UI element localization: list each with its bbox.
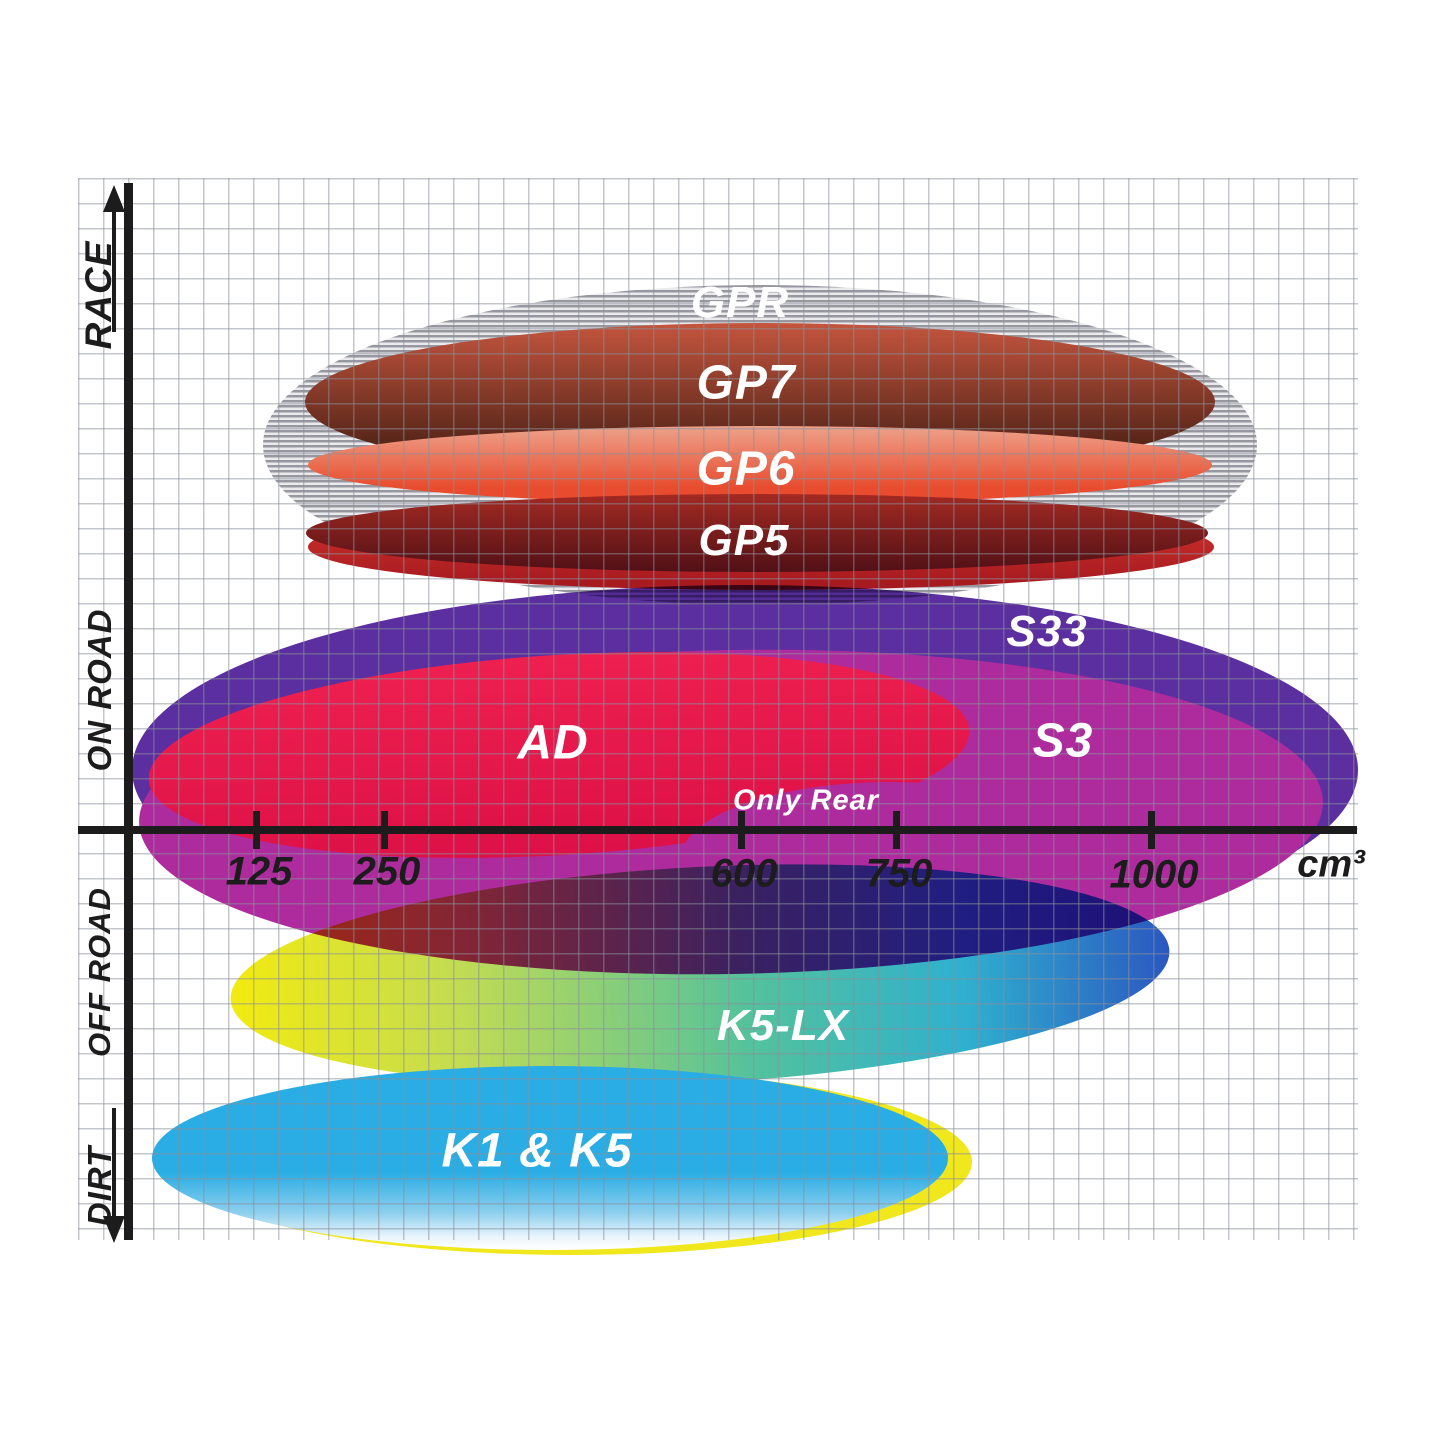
zone-label-dirt: DIRT — [81, 1145, 118, 1227]
x-axis-unit-label: cm³ — [1297, 843, 1365, 886]
y-axis-line — [124, 183, 133, 1240]
x-tick-label-1000: 1000 — [1109, 852, 1199, 897]
x-tick-750 — [893, 811, 900, 849]
label-gpr: GPR — [690, 278, 790, 327]
label-ad: AD — [517, 716, 589, 770]
label-s33: S33 — [1006, 607, 1088, 656]
zone-label-on-road: ON ROAD — [81, 608, 118, 772]
x-tick-250 — [381, 811, 388, 849]
x-axis-line — [78, 826, 1357, 834]
x-tick-125 — [253, 811, 260, 849]
label-only-rear: Only Rear — [733, 784, 879, 817]
dirt-arrow-down-icon — [103, 1216, 125, 1243]
race-arrow-line — [112, 202, 116, 332]
x-tick-label-250: 250 — [353, 849, 421, 894]
race-arrow-up-icon — [103, 185, 125, 212]
x-tick-600 — [738, 811, 745, 849]
x-tick-label-600: 600 — [710, 851, 778, 896]
zone-label-off-road: OFF ROAD — [82, 887, 117, 1057]
label-gp5: GP5 — [698, 516, 790, 565]
x-tick-label-125: 125 — [225, 849, 293, 894]
x-tick-label-750: 750 — [865, 851, 933, 896]
label-s3: S3 — [1032, 714, 1094, 768]
label-k1k5: K1 & K5 — [441, 1124, 633, 1178]
dirt-arrow-line — [112, 1108, 116, 1218]
label-gp6: GP6 — [696, 442, 796, 496]
label-gp7: GP7 — [696, 356, 796, 410]
x-tick-1000 — [1148, 811, 1155, 849]
zone-label-race: RACE — [78, 240, 119, 350]
label-k5lx: K5-LX — [716, 1001, 850, 1050]
